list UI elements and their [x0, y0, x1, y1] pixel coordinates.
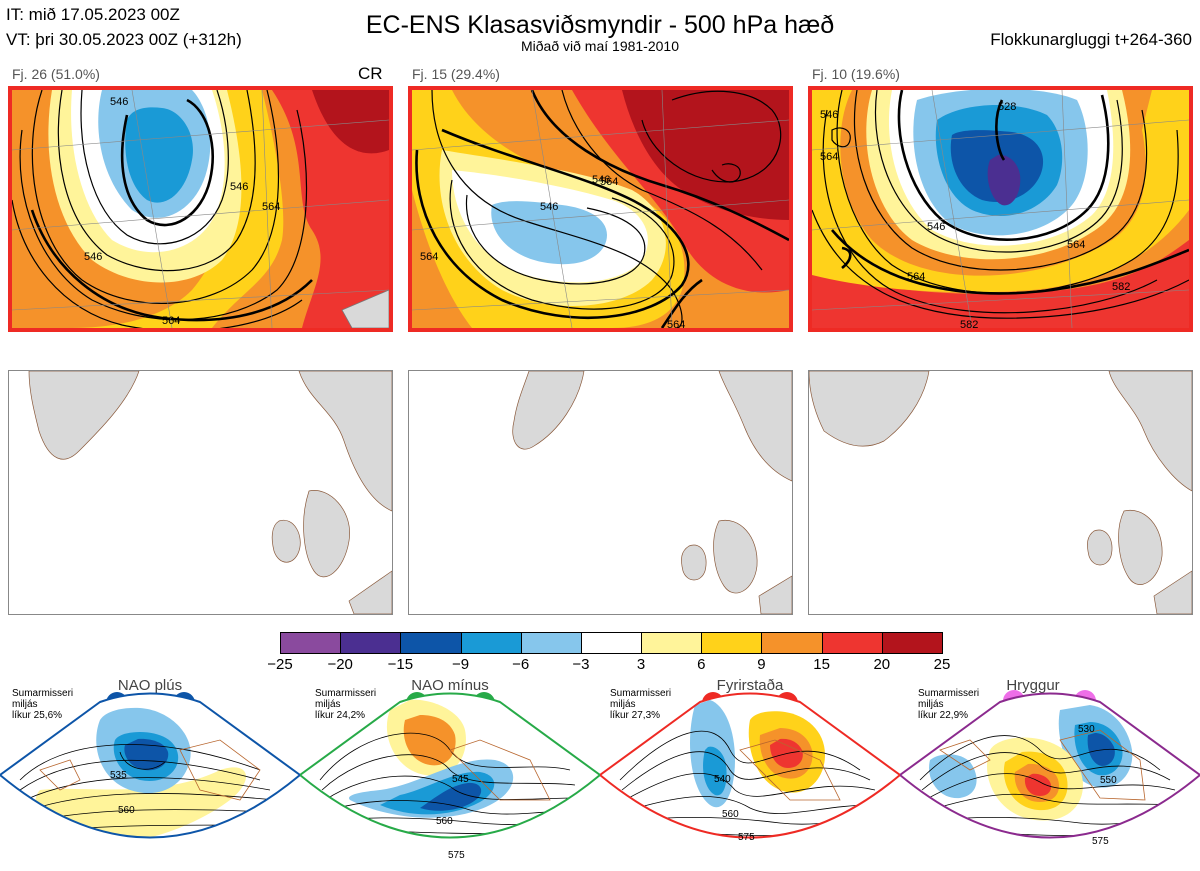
cluster-3-contour-label: 564: [907, 271, 925, 283]
classification-window: Flokkunargluggi t+264-360: [990, 30, 1192, 49]
colorbar-tick-label: 25: [933, 656, 951, 673]
cluster-3-contour-label: 582: [960, 319, 978, 328]
cluster-2-label: Fj. 15 (29.4%): [412, 66, 500, 82]
colorbar-segment: [580, 632, 643, 654]
colorbar-segment: [701, 632, 763, 654]
cluster-1-map: 546 546 564 546 564: [8, 86, 393, 332]
regime-3-name: Fyrirstaða: [716, 677, 784, 694]
regime-1-contour-label: 535: [110, 770, 127, 781]
cluster-1-tag: CR: [358, 64, 383, 83]
cluster-2-contour-label: 564: [667, 319, 685, 328]
regime-3-contour-label: 540: [714, 774, 731, 785]
colorbar-tick-label: −20: [327, 656, 353, 673]
cluster-1-contour-label: 564: [262, 201, 280, 213]
colorbar-segment: [400, 632, 462, 654]
colorbar-tick-label: 15: [813, 656, 830, 673]
cluster-1-contour-label: 546: [110, 96, 128, 108]
colorbar-tick-label: 3: [636, 656, 646, 673]
regime-2-note: Sumarmisseri miljás líkur 24,2%: [315, 688, 377, 721]
colorbar-segment: [520, 632, 582, 654]
cluster-3-label: Fj. 10 (19.6%): [812, 66, 900, 82]
colorbar-tick-label: −15: [387, 656, 414, 673]
cluster-1-label: Fj. 26 (51.0%): [12, 66, 100, 82]
regime-1-note: Sumarmisseri miljás líkur 25,6%: [12, 688, 74, 721]
colorbar-tick-label: 6: [697, 656, 706, 673]
regime-4-contour-label: 575: [1092, 836, 1109, 847]
init-time: IT: mið 17.05.2023 00Z: [6, 5, 180, 24]
regime-4-note: Sumarmisseri miljás líkur 22,9%: [918, 688, 980, 721]
colorbar-segment: [821, 632, 883, 654]
colorbar-segment: [761, 632, 823, 654]
cluster-1-contour-label: 546: [230, 181, 248, 193]
regime-2-contour-label: 545: [452, 774, 469, 785]
regime-3-contour-label: 560: [722, 809, 739, 820]
regime-2-map: 545 560 575: [300, 692, 600, 861]
blank-map-1: [8, 370, 393, 615]
colorbar-segment: [340, 632, 402, 654]
regime-2-contour-label: 560: [436, 816, 453, 827]
regime-4-contour-label: 530: [1078, 724, 1095, 735]
colorbar-segment: [460, 632, 522, 654]
colorbar-segment: [280, 632, 342, 654]
regime-2-name: NAO mínus: [411, 677, 489, 694]
colorbar-tick-label: 9: [757, 656, 766, 673]
cluster-2-contour-label: 546: [592, 174, 610, 186]
cluster-3-contour-label: 528: [998, 101, 1016, 113]
regime-1-contour-label: 560: [118, 805, 135, 816]
cluster-3-contour-label: 546: [820, 109, 838, 121]
cluster-2-contour-label: 546: [540, 201, 558, 213]
anomaly-colorbar: [280, 632, 943, 654]
blank-map-2: [408, 370, 793, 615]
cluster-3-contour-label: 582: [1112, 281, 1130, 293]
page-subtitle: Miðað við maí 1981-2010: [521, 38, 679, 54]
regime-1-map: 535 560: [0, 692, 300, 839]
colorbar-segment: [881, 632, 943, 654]
cluster-2-map: 546 564 546 564 564: [408, 86, 793, 332]
cluster-1-contour-label: 546: [84, 251, 102, 263]
cluster-2-contour-label: 564: [420, 251, 438, 263]
regime-4-name: Hryggur: [1006, 677, 1060, 694]
cluster-3-contour-label: 546: [927, 221, 945, 233]
page-title: EC-ENS Klasasviðsmyndir - 500 hPa hæð: [365, 11, 835, 39]
cluster-3-contour-label: 564: [1067, 239, 1085, 251]
regime-3-map: 540 560 575: [600, 692, 900, 843]
valid-time: VT: þri 30.05.2023 00Z (+312h): [6, 30, 242, 49]
colorbar-tick-label: −6: [512, 656, 530, 673]
regime-3-contour-label: 575: [738, 832, 755, 843]
colorbar-segment: [641, 632, 703, 654]
regime-1-name: NAO plús: [117, 677, 183, 694]
colorbar-tick-label: 20: [873, 656, 891, 673]
regime-4-map: 530 550 575: [900, 692, 1200, 847]
cluster-3-map: 546 528 564 546 564 564 582 582: [808, 86, 1193, 332]
colorbar-tick-label: −25: [267, 656, 293, 673]
cluster-1-contour-label: 564: [162, 315, 180, 327]
regime-3-note: Sumarmisseri miljás líkur 27,3%: [610, 688, 672, 721]
colorbar-tick-label: −3: [572, 656, 590, 673]
colorbar-tick-label: −9: [451, 656, 470, 673]
blank-map-3: [808, 370, 1193, 615]
regime-4-contour-label: 550: [1100, 775, 1117, 786]
cluster-3-contour-label: 564: [820, 151, 838, 163]
cluster-2-contour-label: 564: [600, 176, 618, 188]
regime-2-contour-label: 575: [448, 850, 465, 861]
